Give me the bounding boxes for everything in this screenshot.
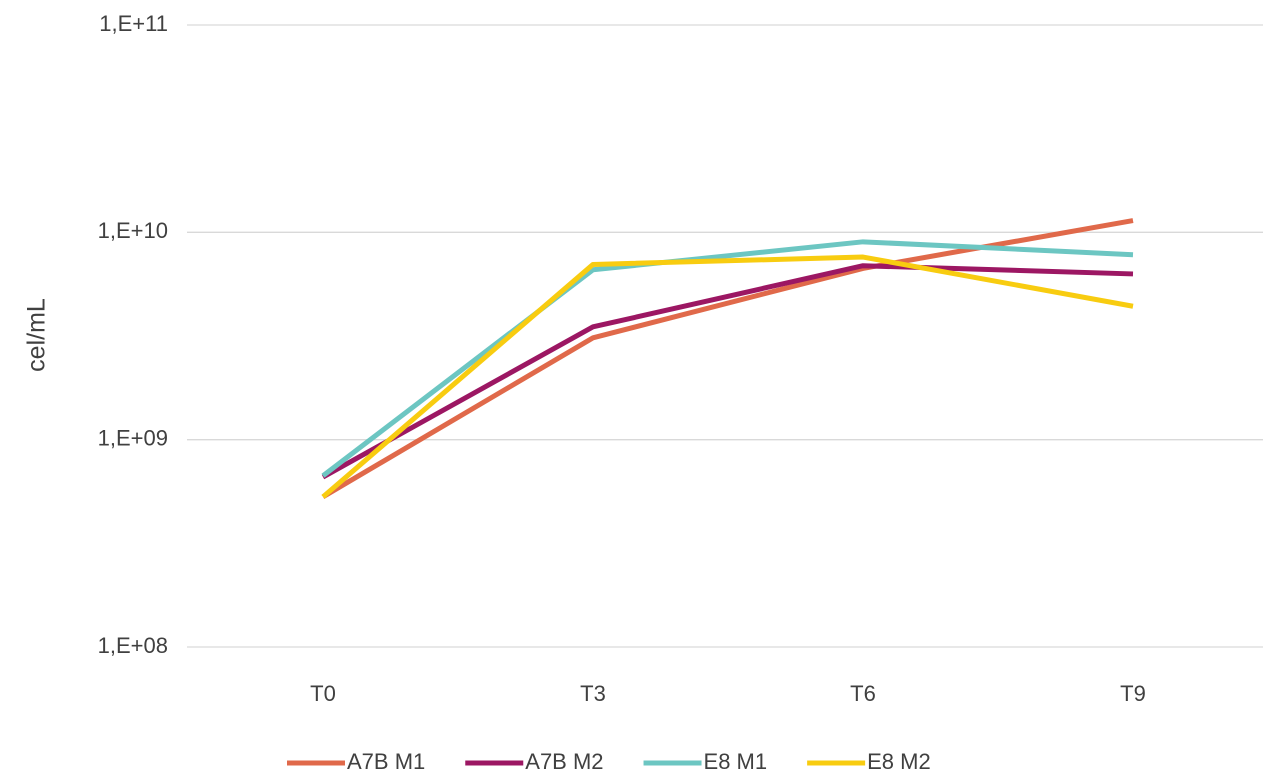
series-line: [323, 242, 1133, 476]
x-tick-label: T3: [580, 681, 606, 706]
legend-label: A7B M1: [347, 749, 425, 774]
y-tick-label: 1,E+09: [98, 425, 168, 450]
x-tick-label: T6: [850, 681, 876, 706]
y-axis-label: cel/mL: [23, 298, 51, 372]
y-tick-label: 1,E+11: [99, 11, 168, 36]
x-tick-label: T0: [310, 681, 336, 706]
x-tick-label: T9: [1120, 681, 1146, 706]
series-line: [323, 266, 1133, 477]
legend-label: A7B M2: [525, 749, 603, 774]
legend-label: E8 M2: [867, 749, 931, 774]
y-tick-label: 1,E+10: [98, 218, 168, 243]
legend-label: E8 M1: [704, 749, 768, 774]
series-line: [323, 257, 1133, 497]
y-tick-label: 1,E+08: [98, 633, 168, 658]
chart: cel/mL 1,E+08 1,E+09 1,E+10 1,E+11 T0 T3 T6 T9 A…: [0, 0, 1263, 776]
